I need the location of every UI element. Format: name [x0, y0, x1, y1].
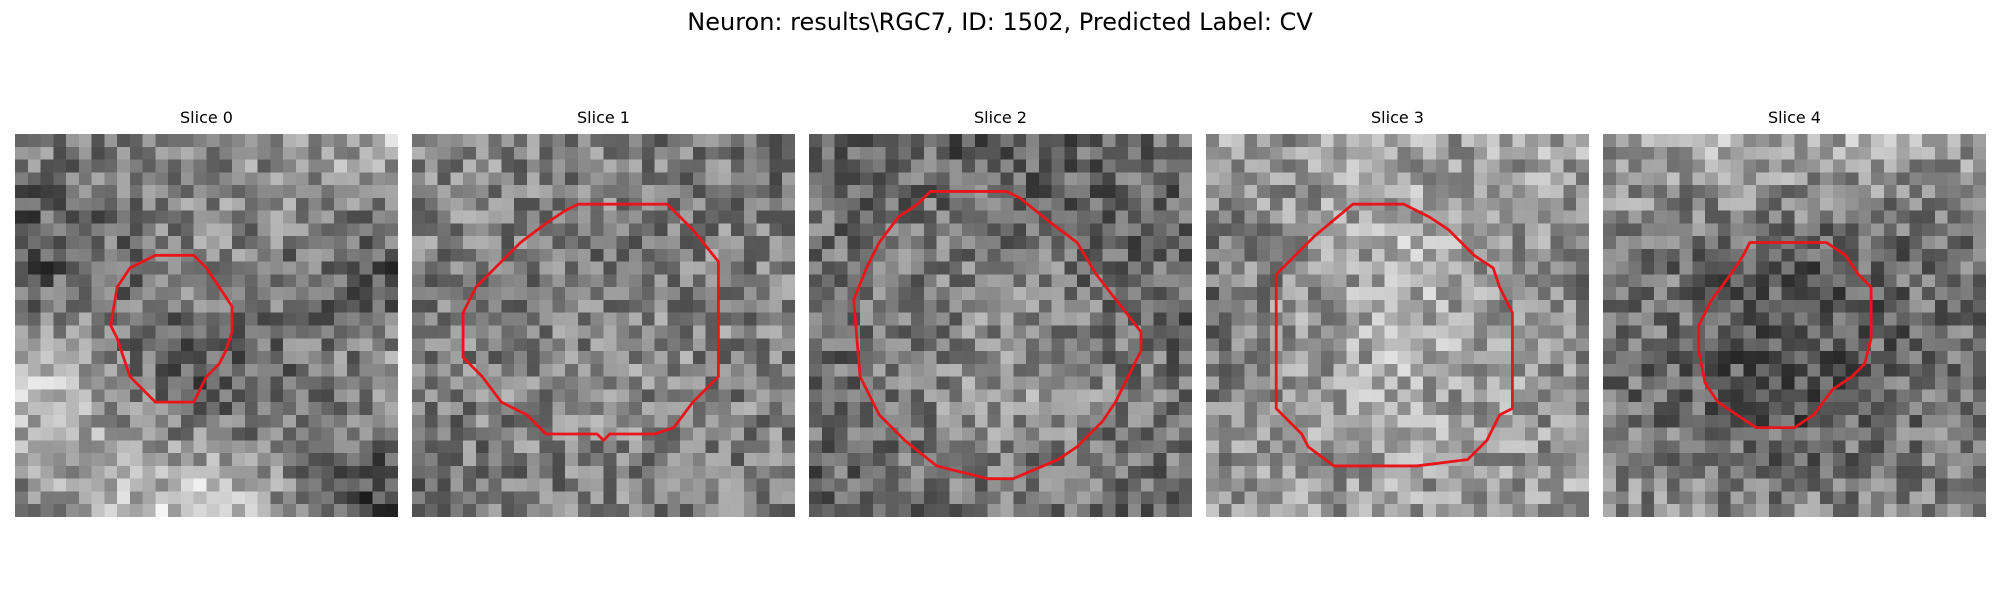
slice-2-contour: [852, 190, 1143, 481]
slice-4-contour: [1697, 241, 1873, 430]
slice-3-image: [1206, 134, 1589, 517]
slice-2-image: [809, 134, 1192, 517]
slice-0-image: [15, 134, 398, 517]
slice-1-contour: [461, 202, 720, 442]
slice-0-contour: [109, 253, 234, 404]
slice-4-image: [1603, 134, 1986, 517]
panel-title-slice-0: Slice 0: [180, 108, 233, 127]
panel-title-slice-3: Slice 3: [1371, 108, 1424, 127]
slice-0-panel: [15, 134, 398, 517]
slice-1-image: [412, 134, 795, 517]
slice-3-contour: [1274, 202, 1514, 468]
slice-4-panel: [1603, 134, 1986, 517]
panel-title-slice-4: Slice 4: [1768, 108, 1821, 127]
panel-title-slice-1: Slice 1: [577, 108, 630, 127]
panel-title-slice-2: Slice 2: [974, 108, 1027, 127]
figure-title: Neuron: results\RGC7, ID: 1502, Predicte…: [687, 8, 1313, 36]
slice-2-panel: [809, 134, 1192, 517]
slice-3-panel: [1206, 134, 1589, 517]
slice-1-panel: [412, 134, 795, 517]
